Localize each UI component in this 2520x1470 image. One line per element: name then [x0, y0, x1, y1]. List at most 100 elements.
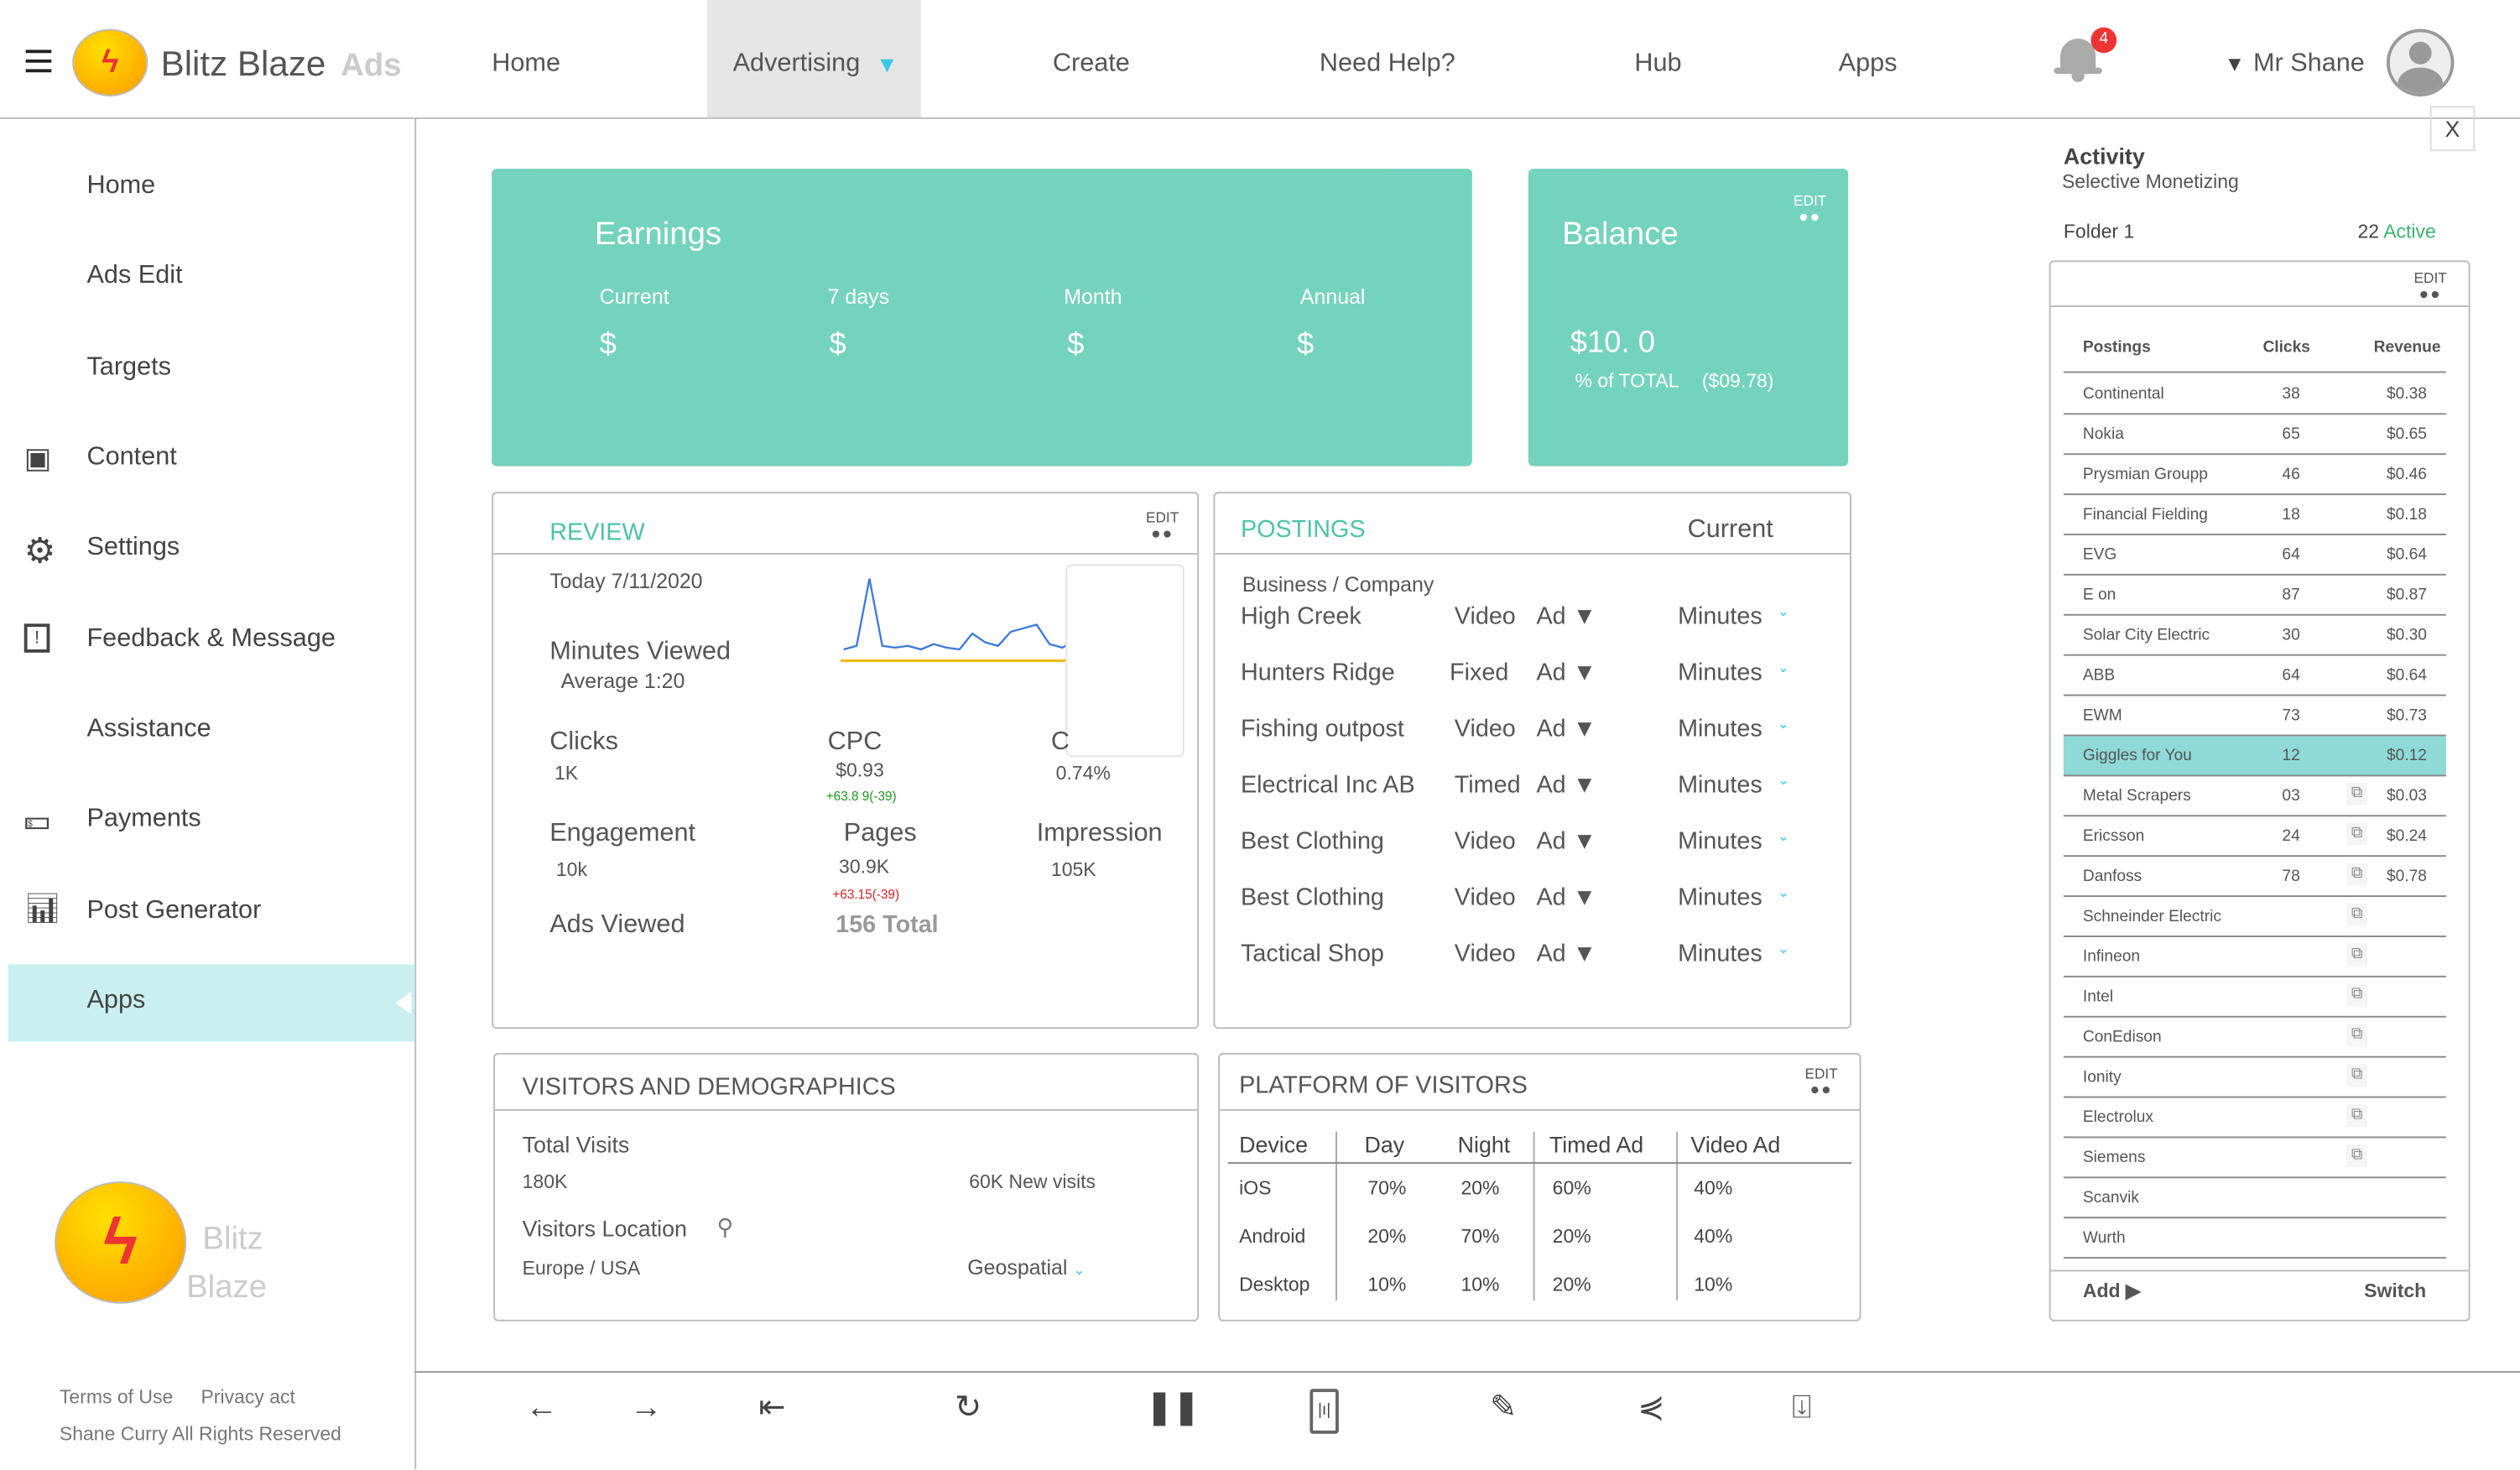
- table-row[interactable]: Ionity ⧉: [2063, 1058, 2446, 1098]
- close-button[interactable]: X: [2429, 106, 2476, 152]
- first-page-icon[interactable]: ⇤: [758, 1390, 786, 1426]
- posting-type[interactable]: Fixed: [1450, 659, 1509, 687]
- posting-unit-dropdown[interactable]: Minutes: [1678, 827, 1762, 856]
- posting-type[interactable]: Video: [1454, 940, 1516, 968]
- open-external-icon[interactable]: ⧉: [2346, 782, 2368, 805]
- nav-home[interactable]: Home: [492, 50, 561, 77]
- table-row[interactable]: Scanvik: [2063, 1178, 2446, 1219]
- sidebar-item-home[interactable]: Home: [86, 171, 156, 200]
- table-row[interactable]: Danfoss 78 ⧉ $0.78: [2063, 857, 2446, 898]
- refresh-icon[interactable]: ↻: [954, 1390, 982, 1426]
- download-icon[interactable]: ⍗: [1792, 1390, 1812, 1426]
- table-row[interactable]: Infineon ⧉: [2063, 937, 2446, 977]
- open-external-icon[interactable]: ⧉: [2346, 1104, 2368, 1127]
- report-icon[interactable]: |ı|: [1309, 1389, 1339, 1434]
- posting-row[interactable]: Electrical Inc AB Timed Ad ▼ Minutes ⌄: [1215, 772, 1850, 807]
- sidebar-item-content[interactable]: Content: [86, 443, 177, 472]
- postings-current[interactable]: Current: [1687, 515, 1773, 544]
- forward-arrow-icon[interactable]: →: [629, 1390, 663, 1426]
- terms-link[interactable]: Terms of Use: [59, 1385, 174, 1409]
- posting-unit-dropdown[interactable]: Minutes: [1678, 715, 1762, 743]
- share-icon[interactable]: ⋞: [1637, 1390, 1665, 1426]
- geospatial-dropdown[interactable]: Geospatial ⌄: [967, 1255, 1085, 1281]
- avatar[interactable]: [2386, 29, 2455, 96]
- table-row[interactable]: Intel ⧉: [2063, 977, 2446, 1018]
- sidebar-item-feedback[interactable]: Feedback & Message: [86, 625, 336, 653]
- posting-type[interactable]: Video: [1454, 715, 1516, 743]
- posting-row[interactable]: Best Clothing Video Ad ▼ Minutes ⌄: [1215, 884, 1850, 920]
- posting-unit-dropdown[interactable]: Minutes: [1678, 771, 1762, 800]
- table-row[interactable]: Solar City Electric 30 $0.30: [2063, 616, 2446, 656]
- posting-ad-dropdown[interactable]: Ad ▼: [1536, 659, 1597, 687]
- table-row[interactable]: Schneinder Electric ⧉: [2063, 897, 2446, 937]
- bell-icon[interactable]: [2054, 32, 2102, 83]
- table-row[interactable]: Metal Scrapers 03 ⧉ $0.03: [2063, 776, 2446, 817]
- posting-type[interactable]: Timed: [1454, 771, 1521, 800]
- activity-edit-button[interactable]: EDIT ●●: [2414, 270, 2447, 305]
- platform-edit-button[interactable]: EDIT ●●: [1804, 1066, 1837, 1101]
- posting-ad-dropdown[interactable]: Ad ▼: [1536, 827, 1597, 856]
- posting-row[interactable]: Hunters Ridge Fixed Ad ▼ Minutes ⌄: [1215, 659, 1850, 694]
- open-external-icon[interactable]: ⧉: [2346, 1024, 2368, 1046]
- posting-ad-dropdown[interactable]: Ad ▼: [1536, 602, 1597, 630]
- posting-row[interactable]: High Creek Video Ad ▼ Minutes ⌄: [1215, 602, 1850, 638]
- balance-edit-button[interactable]: EDIT ●●: [1794, 193, 1826, 228]
- table-row[interactable]: Prysmian Groupp 46 $0.46: [2063, 455, 2446, 496]
- sidebar-item-ads-edit[interactable]: Ads Edit: [86, 262, 183, 289]
- posting-type[interactable]: Video: [1454, 602, 1516, 630]
- table-row[interactable]: ConEdison ⧉: [2063, 1018, 2446, 1058]
- table-row[interactable]: Wurth: [2063, 1218, 2446, 1259]
- user-name[interactable]: Mr Shane: [2252, 50, 2365, 77]
- sidebar-item-targets[interactable]: Targets: [86, 353, 171, 382]
- privacy-link[interactable]: Privacy act: [200, 1385, 295, 1409]
- nav-create[interactable]: Create: [1052, 50, 1130, 77]
- sidebar-item-assistance[interactable]: Assistance: [86, 715, 211, 743]
- posting-unit-dropdown[interactable]: Minutes: [1678, 884, 1762, 912]
- sidebar-item-payments[interactable]: Payments: [86, 805, 201, 833]
- posting-type[interactable]: Video: [1454, 884, 1516, 912]
- open-external-icon[interactable]: ⧉: [2346, 1064, 2368, 1087]
- table-row[interactable]: Siemens ⧉: [2063, 1138, 2446, 1179]
- review-edit-button[interactable]: EDIT ●●: [1146, 509, 1179, 545]
- nav-apps[interactable]: Apps: [1838, 50, 1898, 77]
- table-row[interactable]: Electrolux ⧉: [2063, 1097, 2446, 1139]
- back-arrow-icon[interactable]: ←: [525, 1390, 558, 1426]
- table-row[interactable]: Ericsson 24 ⧉ $0.24: [2063, 816, 2446, 858]
- table-row[interactable]: E on 87 $0.87: [2063, 576, 2446, 616]
- posting-type[interactable]: Video: [1454, 827, 1516, 856]
- open-external-icon[interactable]: ⧉: [2346, 903, 2368, 925]
- sidebar-item-apps[interactable]: Apps: [86, 987, 146, 1014]
- folder-label[interactable]: Folder 1: [2063, 220, 2135, 243]
- table-row[interactable]: EWM 73 $0.73: [2063, 696, 2446, 737]
- posting-ad-dropdown[interactable]: Ad ▼: [1536, 884, 1597, 912]
- add-button[interactable]: Add ▶: [2082, 1279, 2141, 1302]
- posting-ad-dropdown[interactable]: Ad ▼: [1536, 940, 1597, 968]
- open-external-icon[interactable]: ⧉: [2346, 822, 2368, 845]
- sidebar-item-post-generator[interactable]: Post Generator: [86, 897, 262, 925]
- nav-need-help[interactable]: Need Help?: [1319, 50, 1455, 77]
- posting-ad-dropdown[interactable]: Ad ▼: [1536, 771, 1597, 800]
- table-row[interactable]: EVG 64 $0.64: [2063, 535, 2446, 576]
- pencil-icon[interactable]: ✎: [1489, 1390, 1518, 1426]
- table-row[interactable]: Financial Fielding 18 $0.18: [2063, 495, 2446, 535]
- open-external-icon[interactable]: ⧉: [2346, 943, 2368, 966]
- table-row[interactable]: ABB 64 $0.64: [2063, 656, 2446, 696]
- posting-row[interactable]: Fishing outpost Video Ad ▼ Minutes ⌄: [1215, 716, 1850, 751]
- posting-unit-dropdown[interactable]: Minutes: [1678, 940, 1762, 968]
- open-external-icon[interactable]: ⧉: [2346, 983, 2368, 1006]
- table-row[interactable]: Giggles for You 12 $0.12: [2063, 736, 2446, 777]
- nav-hub[interactable]: Hub: [1634, 50, 1682, 77]
- posting-unit-dropdown[interactable]: Minutes: [1678, 659, 1762, 687]
- posting-row[interactable]: Best Clothing Video Ad ▼ Minutes ⌄: [1215, 828, 1850, 863]
- posting-unit-dropdown[interactable]: Minutes: [1678, 602, 1762, 630]
- user-caret-icon[interactable]: ▼: [2224, 51, 2246, 76]
- menu-icon[interactable]: [25, 50, 52, 73]
- posting-row[interactable]: Tactical Shop Video Ad ▼ Minutes ⌄: [1215, 941, 1850, 976]
- table-row[interactable]: Continental 38 $0.38: [2063, 374, 2446, 415]
- nav-advertising[interactable]: Advertising ▼: [706, 0, 921, 117]
- open-external-icon[interactable]: ⧉: [2346, 863, 2368, 885]
- open-external-icon[interactable]: ⧉: [2346, 1144, 2368, 1166]
- posting-ad-dropdown[interactable]: Ad ▼: [1536, 715, 1597, 743]
- switch-button[interactable]: Switch: [2364, 1279, 2427, 1302]
- sidebar-item-settings[interactable]: Settings: [86, 534, 180, 561]
